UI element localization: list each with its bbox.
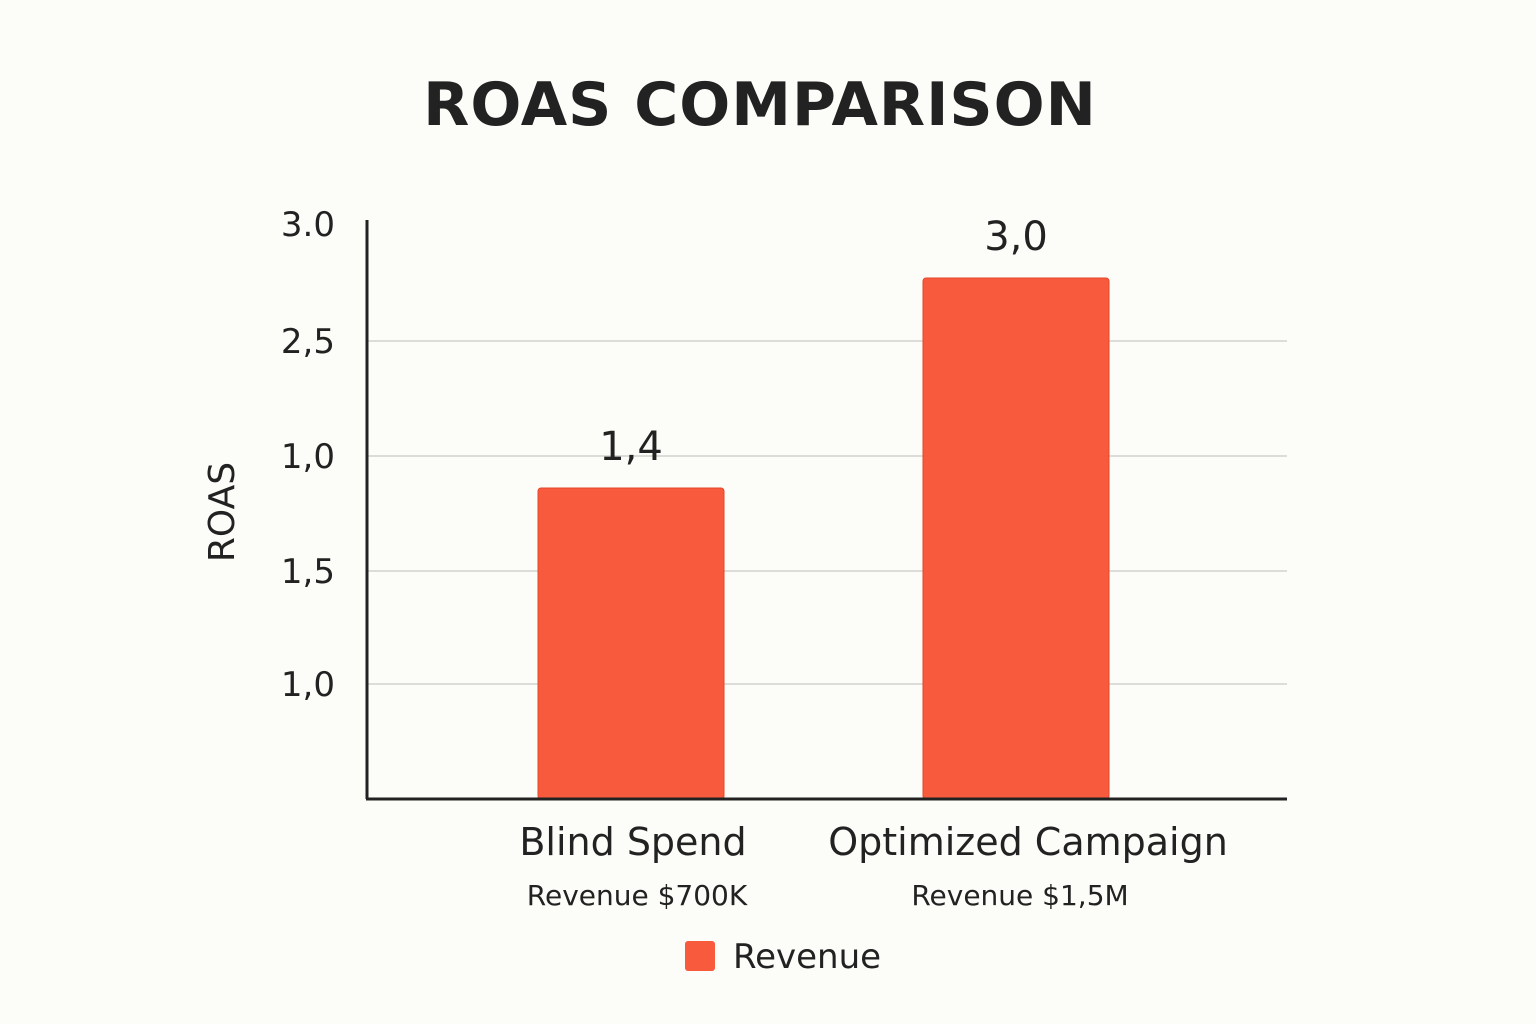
y-tick-label-2: 2,5 xyxy=(281,322,335,362)
bars xyxy=(537,277,1110,800)
y-tick-label-1: 3.0 xyxy=(281,205,335,245)
x-category-label-1: Blind Spend xyxy=(519,820,746,864)
x-axis-categories: Blind Spend Revenue $700K Optimized Campai… xyxy=(519,820,1227,912)
bar-1 xyxy=(537,487,725,800)
legend-swatch xyxy=(685,941,715,971)
chart-title: ROAS COMPARISON xyxy=(423,70,1097,140)
grid-lines xyxy=(367,340,1287,685)
y-axis-label: ROAS xyxy=(202,462,243,562)
y-tick-label-3: 1,0 xyxy=(281,437,335,477)
data-label-2: 3,0 xyxy=(984,214,1048,260)
data-labels: 1,4 3,0 xyxy=(599,214,1048,470)
x-category-subtitle-2: Revenue $1,5M xyxy=(911,879,1128,912)
x-category-subtitle-1: Revenue $700K xyxy=(527,879,748,912)
y-tick-label-4: 1,5 xyxy=(281,552,335,592)
y-axis-ticks: 3.0 2,5 1,0 1,5 1,0 xyxy=(281,205,335,705)
legend: Revenue xyxy=(685,937,881,977)
y-tick-label-5: 1,0 xyxy=(281,665,335,705)
data-label-1: 1,4 xyxy=(599,424,663,470)
bar-2 xyxy=(922,277,1110,800)
legend-label: Revenue xyxy=(733,937,881,977)
x-category-label-2: Optimized Campaign xyxy=(828,820,1228,864)
